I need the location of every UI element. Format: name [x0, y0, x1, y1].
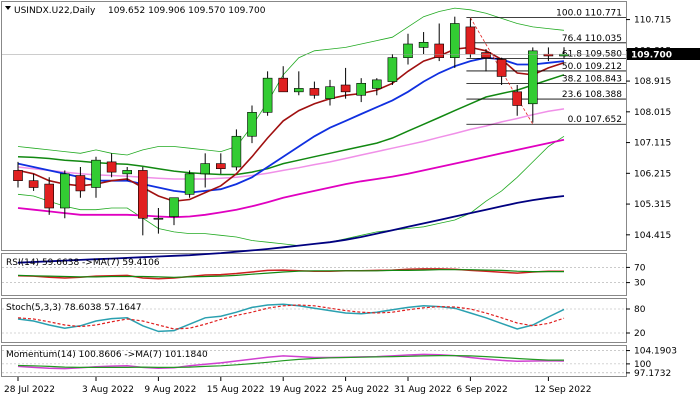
candle-body-29	[465, 26, 476, 55]
fib-level-label-4: 38.2 108.843	[562, 75, 622, 85]
rsi-title: RSI(14) 59.6638 ->MA(7) 59.4106	[6, 258, 160, 268]
header-symbol: USINDX.U22,Daily	[14, 6, 96, 16]
candle-body-19	[309, 88, 320, 96]
x-tick-label-4: 19 Aug 2022	[269, 385, 327, 395]
fib-level-label-5: 23.6 108.388	[562, 90, 622, 100]
x-tick-label-2: 9 Aug 2022	[144, 385, 196, 395]
candle-body-3	[59, 173, 70, 209]
candle-body-27	[434, 43, 445, 58]
candle-body-30	[481, 52, 491, 58]
x-tick-label-1: 3 Aug 2022	[82, 385, 134, 395]
stoch-title: Stoch(5,3,3) 78.6038 57.1647	[6, 303, 141, 313]
candle-body-18	[293, 88, 304, 93]
ma-pink-line	[17, 108, 565, 180]
main-y-tick-label-6: 105.315	[634, 200, 671, 210]
momentum-y-tick-label-1: 100	[634, 360, 651, 370]
fib-level-label-3: 50.0 109.212	[562, 62, 622, 72]
candle-body-2	[44, 183, 55, 209]
main-y-tick-label-5: 106.215	[634, 169, 671, 179]
main-y-tick-label-7: 104.415	[634, 231, 671, 241]
candle-body-11	[184, 173, 195, 195]
main-y-tick-label-3: 108.015	[634, 108, 671, 118]
candle-body-5	[91, 159, 101, 188]
candle-body-16	[262, 77, 273, 113]
candle-body-23	[371, 79, 382, 89]
momentum-y-tick-label-0: 104.1903	[634, 347, 677, 357]
candle-body-6	[106, 161, 117, 173]
rsi-series-line-1	[17, 269, 564, 278]
rsi-y-tick-label-0: 70	[634, 263, 646, 273]
rsi-panel-frame	[1, 253, 627, 296]
candle-body-32	[512, 91, 523, 106]
momentum-chart-layer	[2, 350, 626, 374]
momentum-title: Momentum(14) 100.8606 ->MA(7) 101.1840	[6, 350, 208, 360]
candle-body-12	[200, 163, 210, 175]
candle-body-0	[13, 170, 23, 181]
candle-body-13	[216, 163, 226, 170]
candle-body-15	[247, 112, 257, 137]
main-y-tick-label-0: 110.715	[634, 16, 671, 26]
stochastic-y-tick-label-1: 20	[634, 329, 646, 339]
header-ohlc: 109.652 109.906 109.570 109.700	[108, 6, 266, 16]
header-triangle-icon	[5, 6, 11, 10]
candle-body-20	[325, 86, 335, 99]
bollinger-lower-line	[17, 135, 565, 247]
candle-body-10	[169, 197, 179, 217]
main-y-tick-label-4: 107.115	[634, 139, 671, 149]
candle-body-25	[403, 43, 413, 58]
x-tick-label-5: 25 Aug 2022	[332, 385, 390, 395]
x-tick-label-0: 28 Jul 2022	[4, 385, 55, 395]
bollinger-upper-line	[17, 7, 565, 156]
fib-level-label-6: 0.0 107.652	[568, 115, 622, 125]
momentum-panel-frame	[1, 345, 627, 377]
momentum-series-line-0	[17, 353, 565, 370]
candle-body-14	[231, 135, 242, 168]
rsi-series-line-0	[17, 268, 564, 280]
candle-body-9	[153, 217, 164, 220]
momentum-series-line-1	[17, 355, 564, 368]
candle-body-21	[340, 84, 351, 93]
fib-level-label-1: 76.4 110.035	[562, 34, 622, 44]
candle-body-22	[356, 82, 367, 96]
candle-body-8	[138, 170, 148, 219]
price-tag: 109.700	[631, 51, 672, 61]
candle-body-1	[28, 180, 39, 188]
rsi-y-tick-label-1: 30	[634, 279, 646, 289]
x-tick-label-7: 6 Sep 2022	[456, 385, 507, 395]
price-tag-box	[627, 48, 700, 60]
x-tick-label-8: 12 Sep 2022	[534, 385, 591, 395]
main-y-tick-label-2: 108.915	[634, 77, 671, 87]
stoch-chart-layer	[2, 303, 626, 334]
stochastic-series-line-1	[17, 304, 565, 330]
stochastic-series-line-0	[17, 303, 565, 333]
ma-navy-line	[17, 195, 565, 264]
axis-layer: 110.715109.815108.915108.015107.115106.2…	[4, 16, 677, 395]
candle-body-24	[387, 57, 398, 82]
stochastic-y-tick-label-0: 80	[634, 305, 646, 315]
candle-body-17	[278, 77, 289, 93]
main-panel-frame	[1, 1, 627, 251]
candle-body-31	[496, 59, 507, 77]
candle-body-7	[122, 170, 132, 175]
ma-magenta-line	[17, 138, 565, 219]
rsi-chart-layer	[2, 267, 626, 283]
x-tick-label-6: 31 Aug 2022	[394, 385, 452, 395]
candle-body-26	[418, 41, 429, 48]
x-tick-label-3: 15 Aug 2022	[207, 385, 265, 395]
candle-body-33	[527, 50, 538, 105]
stoch-panel-frame	[1, 298, 627, 343]
fib-level-label-0: 100.0 110.771	[556, 9, 622, 19]
momentum-y-tick-label-2: 97.1732	[634, 369, 671, 379]
candle-body-28	[449, 23, 460, 58]
candle-body-4	[75, 175, 86, 192]
ma-green-line	[17, 74, 565, 176]
